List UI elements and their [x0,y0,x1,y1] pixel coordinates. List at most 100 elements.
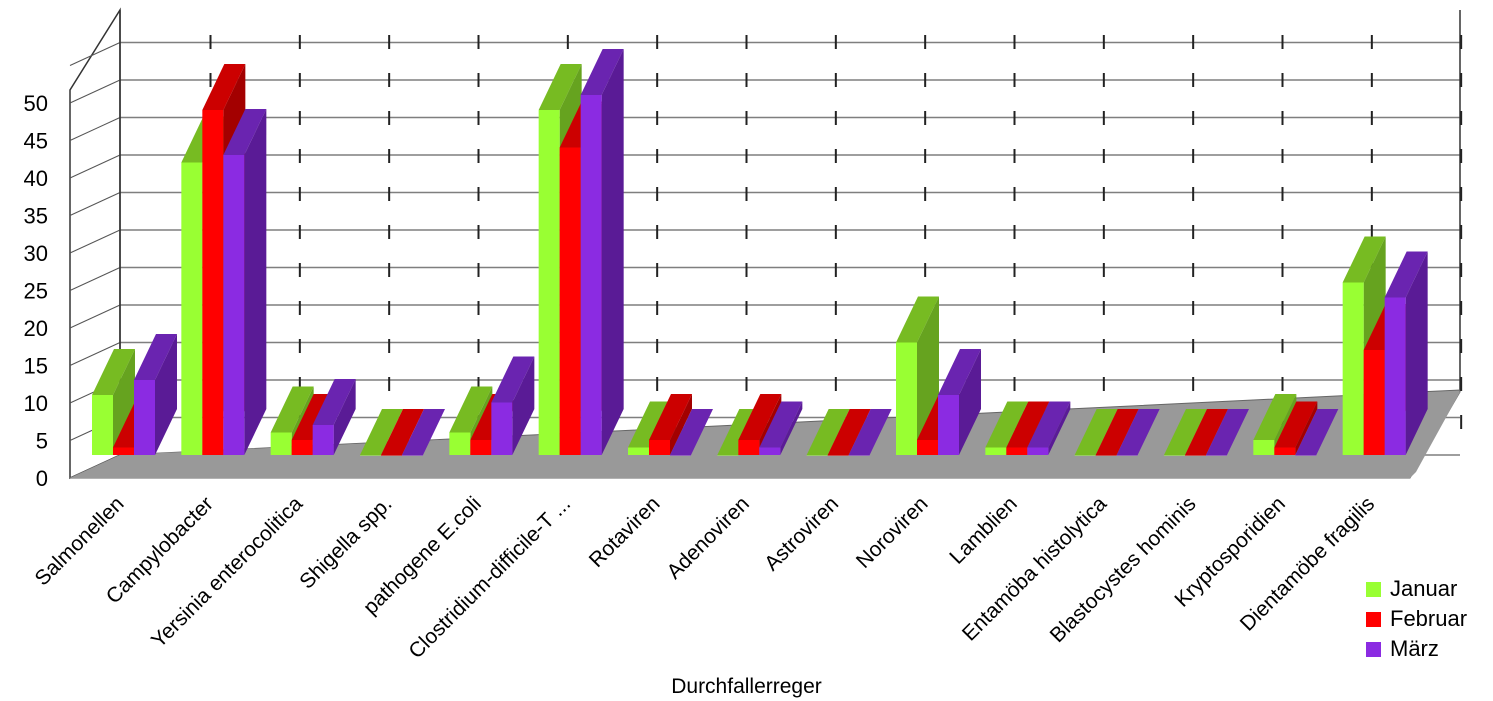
bar-märz [670,455,691,456]
x-tick-label: Clostridium-difficile-T ... [404,492,575,663]
bar-top-januar [1253,394,1297,440]
bar-side-märz [1405,251,1428,455]
side-grid-line [69,42,121,66]
bar-side-märz [512,356,535,455]
bar-februar [1185,455,1206,456]
bar-februar [649,440,670,455]
bar-top-januar [1342,236,1386,283]
bar-top-märz [670,409,713,455]
bar-märz [1116,455,1138,456]
legend-swatch-maerz [1366,641,1381,657]
bar-januar [1164,455,1185,456]
bar-top-februar [1274,401,1318,448]
x-tick-label: Shigella spp. [295,492,396,593]
bar-februar [202,110,224,455]
bar-januar [181,162,203,455]
bar-januar [1074,455,1096,456]
bar-top-januar [270,386,314,433]
y-tick-label: 45 [24,129,48,154]
bar-januar [985,447,1007,455]
bar-märz [1027,447,1049,455]
x-axis-title: Durchfallerreger [671,675,822,698]
bar-januar [92,395,113,455]
bar-märz [134,380,155,455]
y-tick-label: 25 [24,279,48,304]
bar-top-januar [985,401,1029,448]
bar-märz [848,455,870,456]
bar-top-februar [1185,409,1228,455]
bar-top-märz [848,409,892,455]
bar-januar [717,455,739,456]
bar-top-märz [223,109,267,155]
bar-side-märz [244,109,267,455]
bar-top-februar [381,409,424,455]
bar-side-februar [670,394,692,455]
bar-side-märz [155,334,177,455]
legend-swatch-januar [1366,581,1381,597]
bar-februar [470,440,492,455]
bar-top-februar [649,394,692,440]
bar-top-märz [759,401,803,448]
x-tick-label: Rotaviren [585,492,665,572]
bar-januar [270,432,292,455]
bar-januar [628,447,649,455]
bar-top-märz [1295,409,1339,455]
bar-februar [559,147,581,455]
x-tick-label: Lamblien [945,492,1022,569]
side-grid-line [69,79,121,104]
side-grid-line [69,229,121,254]
bar-top-märz [580,49,624,95]
bar-top-märz [938,349,981,395]
bar-februar [917,440,938,455]
legend-label-februar: Februar [1390,606,1468,631]
bar-side-märz [959,349,981,455]
bar-top-märz [312,379,356,425]
bar-side-februar [1295,401,1318,455]
y-tick-label: 20 [24,316,48,341]
bar-februar [113,447,134,455]
y-tick-label: 15 [24,354,48,379]
bar-top-januar [628,401,671,448]
bar-märz [938,395,959,455]
bar-top-januar [92,349,135,395]
bar-februar [1363,350,1385,455]
bar-top-januar [538,64,582,110]
legend: Januar Februar März [1366,574,1467,664]
y-tick-label: 50 [24,91,48,116]
bar-side-märz [601,49,624,455]
bar-februar [1095,455,1117,456]
bar-top-februar [827,409,871,455]
bar-side-märz [780,401,803,455]
bar-top-februar [1095,409,1139,455]
bar-top-märz [1116,409,1160,455]
y-tick-label: 5 [36,429,48,454]
bar-märz [312,425,334,455]
bar-februar [1006,447,1028,455]
bar-märz [759,447,781,455]
bar-side-januar [113,349,135,455]
bar-top-januar [1074,409,1118,455]
legend-item-februar: Februar [1366,604,1467,634]
bar-top-märz [1027,401,1071,448]
x-tick-label: Adenoviren [662,492,753,583]
bar-top-februar [738,394,782,440]
bar-top-märz [1206,409,1249,455]
bar-januar [449,432,471,455]
x-tick-label: Noroviren [852,492,933,573]
x-tick-label: Entamöba histolytica [958,492,1112,646]
bar-top-februar [1006,401,1050,448]
bar-side-märz [1048,401,1071,455]
x-tick-label: Salmonellen [31,492,129,590]
bar-januar [806,455,828,456]
bar-januar [1253,440,1275,455]
side-grid-line [69,342,121,366]
bar-februar [1274,447,1296,455]
bar-februar [291,440,313,455]
bar-januar [896,342,917,455]
bar-märz [1295,455,1317,456]
bar-märz [580,95,602,455]
back-wall [120,10,1460,455]
legend-label-januar: Januar [1390,576,1458,601]
side-grid-line [69,304,121,329]
